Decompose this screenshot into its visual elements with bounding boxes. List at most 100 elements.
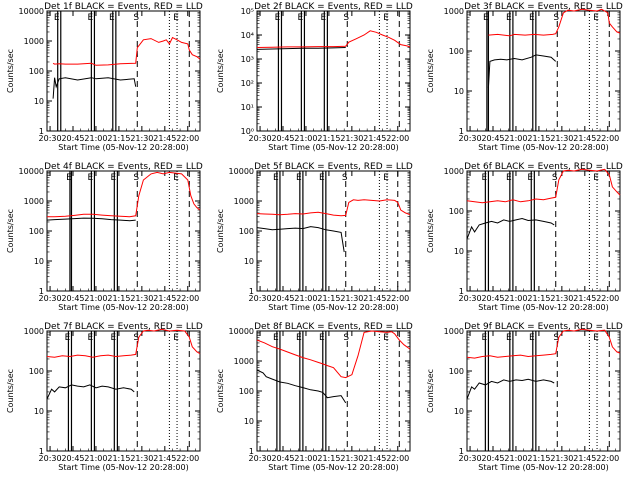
- x-tick-label: 20:30: [39, 294, 62, 303]
- x-tick-label: 21:45: [153, 454, 176, 463]
- x-tick-label: 20:45: [481, 294, 504, 303]
- x-axis-label: Start Time (05-Nov-12 20:28:00): [58, 463, 188, 472]
- y-tick-label: 1000: [444, 7, 464, 16]
- y-tick-label: 100: [449, 47, 464, 56]
- event-marker-label: E: [483, 13, 489, 23]
- chart-panel: Det 6f BLACK = Events, RED = LLD 1 10 100 10…: [426, 162, 623, 312]
- x-tick-label: 20:30: [39, 454, 62, 463]
- x-axis-label: Start Time (05-Nov-12 20:28:00): [478, 463, 608, 472]
- lld-series-line: [256, 199, 411, 217]
- events-series-line: [46, 217, 136, 222]
- event-marker-label: E: [593, 173, 599, 183]
- y-tick-label: 10: [244, 257, 254, 266]
- plot-frame: [46, 330, 201, 452]
- x-axis-label: Start Time (05-Nov-12 20:28:00): [478, 143, 608, 152]
- x-tick-label: 21:15: [317, 294, 340, 303]
- plot-frame: [466, 330, 621, 452]
- event-marker-label: E: [506, 173, 512, 183]
- x-tick-label: 22:00: [386, 454, 409, 463]
- events-series-line: [46, 384, 135, 400]
- y-tick-label: 10⁰: [241, 127, 254, 136]
- event-marker-label: E: [529, 333, 535, 343]
- events-series-line: [52, 77, 137, 99]
- y-tick-label: 100: [29, 67, 44, 76]
- x-tick-label: 20:30: [459, 294, 482, 303]
- event-marker-label: S: [552, 173, 558, 183]
- x-tick-label: 21:30: [550, 134, 573, 143]
- plot-frame: [466, 170, 621, 292]
- y-tick-label: 10³: [241, 55, 254, 64]
- x-tick-label: 20:45: [481, 134, 504, 143]
- x-tick-label: 21:15: [527, 294, 550, 303]
- y-tick-label: 10: [454, 247, 464, 256]
- x-tick-label: 20:30: [249, 134, 272, 143]
- y-tick-label: 1000: [24, 37, 44, 46]
- x-axis-label: Start Time (05-Nov-12 20:28:00): [268, 303, 398, 312]
- y-tick-label: 1: [459, 127, 464, 136]
- chart-title: Det 4f BLACK = Events, RED = LLD: [44, 162, 203, 172]
- event-marker-label: E: [527, 173, 533, 183]
- x-tick-label: 22:00: [386, 134, 409, 143]
- y-tick-label: 1000: [234, 197, 254, 206]
- events-series-line: [256, 369, 347, 404]
- y-axis-label: Counts/sec: [426, 369, 435, 413]
- y-axis-label: Counts/sec: [6, 49, 15, 93]
- event-marker-label: E: [88, 333, 94, 343]
- x-tick-label: 21:30: [340, 134, 363, 143]
- x-tick-label: 21:00: [504, 454, 527, 463]
- y-tick-label: 1: [459, 447, 464, 456]
- x-tick-label: 21:00: [84, 294, 107, 303]
- event-marker-label: E: [482, 333, 488, 343]
- events-series-line: [466, 378, 555, 400]
- x-tick-label: 21:15: [527, 134, 550, 143]
- y-axis-label: Counts/sec: [216, 369, 225, 413]
- y-tick-label: 10: [454, 87, 464, 96]
- x-tick-label: 21:00: [84, 134, 107, 143]
- chart-panel: Det 5f BLACK = Events, RED = LLD 1 10 100 10…: [216, 162, 413, 312]
- event-marker-label: E: [319, 333, 325, 343]
- chart-title: Det 2f BLACK = Events, RED = LLD: [254, 2, 413, 12]
- lld-series-line: [466, 168, 621, 204]
- y-tick-label: 1: [249, 447, 254, 456]
- chart-panel: Det 7f BLACK = Events, RED = LLD 1 10 100 10…: [6, 322, 203, 472]
- x-tick-label: 21:30: [130, 454, 153, 463]
- y-tick-label: 1: [39, 287, 44, 296]
- chart-title: Det 3f BLACK = Events, RED = LLD: [464, 2, 623, 12]
- x-tick-label: 21:30: [340, 454, 363, 463]
- y-tick-label: 10: [34, 407, 44, 416]
- x-tick-label: 20:30: [39, 134, 62, 143]
- plot-frame: [466, 10, 621, 132]
- y-tick-label: 10000: [19, 7, 44, 16]
- x-tick-label: 22:00: [596, 454, 619, 463]
- event-marker-label: E: [383, 13, 389, 23]
- event-marker-label: S: [133, 333, 139, 343]
- lld-series-line: [52, 36, 201, 66]
- x-tick-label: 20:45: [271, 454, 294, 463]
- x-tick-label: 20:30: [459, 454, 482, 463]
- x-axis-label: Start Time (05-Nov-12 20:28:00): [478, 303, 608, 312]
- event-marker-label: E: [275, 13, 281, 23]
- x-tick-label: 21:30: [340, 294, 363, 303]
- x-tick-label: 22:00: [176, 294, 199, 303]
- x-tick-label: 21:30: [130, 134, 153, 143]
- x-tick-label: 22:00: [386, 294, 409, 303]
- y-axis-label: Counts/sec: [6, 209, 15, 253]
- x-tick-label: 21:45: [153, 294, 176, 303]
- event-marker-label: E: [65, 333, 71, 343]
- x-axis-label: Start Time (05-Nov-12 20:28:00): [58, 143, 188, 152]
- y-tick-label: 100: [449, 367, 464, 376]
- x-axis-label: Start Time (05-Nov-12 20:28:00): [58, 303, 188, 312]
- x-tick-label: 21:00: [294, 134, 317, 143]
- chart-panel: Det 3f BLACK = Events, RED = LLD 1 10 100 10…: [426, 2, 623, 152]
- lld-series-line: [488, 8, 621, 37]
- chart-title: Det 1f BLACK = Events, RED = LLD: [44, 2, 203, 12]
- event-marker-label: E: [88, 13, 94, 23]
- chart-title: Det 5f BLACK = Events, RED = LLD: [254, 162, 413, 172]
- y-axis-label: Counts/sec: [216, 49, 225, 93]
- x-tick-label: 20:30: [459, 134, 482, 143]
- event-marker-label: S: [133, 13, 139, 23]
- x-tick-label: 21:00: [84, 454, 107, 463]
- x-tick-label: 20:45: [271, 294, 294, 303]
- y-tick-label: 10000: [19, 167, 44, 176]
